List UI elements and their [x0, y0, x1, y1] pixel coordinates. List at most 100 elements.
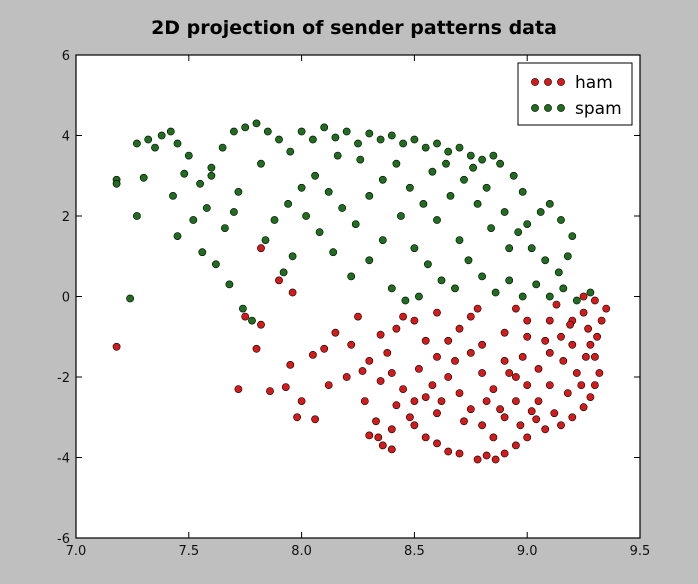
point-spam — [252, 119, 261, 128]
point-ham — [545, 316, 554, 325]
point-ham — [455, 389, 464, 397]
point-ham — [500, 449, 509, 458]
point-ham — [541, 336, 550, 345]
point-spam — [173, 139, 182, 148]
point-spam — [509, 171, 518, 180]
point-spam — [356, 155, 365, 164]
y-tick-label: -2 — [57, 371, 70, 386]
point-spam — [184, 151, 193, 160]
point-ham — [383, 348, 392, 357]
legend-entry-spam: spam — [531, 99, 622, 119]
point-ham — [557, 332, 565, 341]
legend: ham spam — [517, 62, 633, 126]
point-ham — [532, 415, 541, 424]
legend-ham-marker — [531, 78, 539, 86]
point-spam — [536, 208, 545, 216]
point-spam — [365, 129, 374, 138]
point-ham — [405, 413, 414, 422]
point-ham — [414, 364, 423, 373]
point-spam — [261, 236, 270, 244]
point-ham — [374, 433, 383, 442]
point-ham — [354, 312, 362, 321]
point-spam — [523, 220, 532, 228]
point-spam — [376, 135, 385, 144]
point-ham — [550, 409, 559, 418]
x-tick-label: 7.0 — [66, 544, 87, 559]
point-ham — [275, 276, 283, 285]
point-ham — [311, 415, 319, 424]
y-tick-label: 4 — [62, 130, 70, 145]
point-spam — [405, 183, 414, 192]
point-ham — [591, 381, 599, 389]
point-ham — [568, 340, 577, 349]
point-ham — [512, 373, 520, 381]
point-ham — [293, 413, 301, 422]
point-ham — [534, 397, 543, 405]
point-ham — [433, 308, 441, 317]
point-ham — [324, 381, 333, 389]
legend-entry-ham: ham — [531, 73, 613, 93]
point-ham — [234, 385, 243, 393]
point-spam — [446, 191, 455, 200]
axis-ticks: 7.0 7.5 8.0 8.5 9.0 9.5 -6 -4 -2 0 2 4 6 — [57, 49, 650, 559]
point-ham — [112, 342, 121, 351]
point-ham — [387, 369, 396, 377]
plot-area — [75, 54, 641, 539]
point-ham — [545, 381, 554, 389]
point-spam — [505, 276, 514, 285]
point-ham — [466, 312, 475, 321]
point-spam — [229, 127, 238, 136]
point-spam — [455, 236, 464, 244]
point-spam — [491, 288, 500, 297]
y-tick-label: -6 — [57, 532, 70, 547]
point-spam — [288, 252, 297, 261]
point-ham — [523, 433, 532, 442]
x-tick-label: 9.0 — [517, 544, 538, 559]
point-spam — [284, 199, 292, 208]
point-spam — [496, 159, 504, 168]
point-spam — [139, 173, 148, 182]
point-ham — [451, 356, 459, 365]
point-ham — [372, 417, 380, 426]
point-spam — [218, 143, 227, 152]
point-ham — [466, 405, 475, 414]
point-ham — [392, 401, 401, 410]
point-spam — [238, 304, 247, 313]
point-ham — [421, 393, 430, 401]
point-spam — [478, 155, 486, 164]
x-tick-label: 8.5 — [404, 544, 425, 559]
point-spam — [354, 139, 362, 148]
point-ham — [444, 447, 453, 456]
point-ham — [266, 387, 274, 395]
point-ham — [568, 413, 577, 422]
point-ham — [241, 312, 250, 321]
point-ham — [496, 405, 504, 414]
point-spam — [347, 272, 356, 281]
point-ham — [257, 244, 265, 253]
point-ham — [376, 330, 385, 339]
point-ham — [365, 356, 374, 365]
point-ham — [512, 441, 520, 450]
point-spam — [275, 135, 283, 144]
y-tick-label: -4 — [57, 452, 70, 467]
y-tick-label: 0 — [62, 291, 70, 306]
point-spam — [563, 252, 572, 261]
point-ham — [523, 381, 532, 389]
point-spam — [286, 147, 295, 156]
point-spam — [132, 139, 141, 148]
point-ham — [557, 421, 565, 430]
point-ham — [563, 389, 572, 397]
point-ham — [252, 344, 261, 353]
point-spam — [144, 135, 153, 144]
point-ham — [597, 316, 606, 325]
point-spam — [308, 135, 317, 144]
point-ham — [387, 445, 396, 454]
legend-spam-marker — [557, 104, 565, 112]
point-spam — [396, 212, 405, 220]
point-ham — [387, 425, 396, 434]
point-ham — [433, 352, 441, 361]
point-ham — [358, 367, 367, 375]
point-spam — [241, 123, 250, 132]
point-ham — [512, 304, 520, 313]
